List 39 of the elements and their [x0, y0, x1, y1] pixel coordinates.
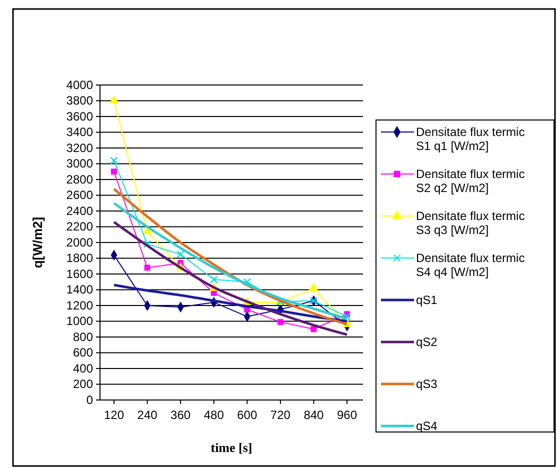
- y-tick-label: 1000: [66, 314, 94, 328]
- legend-label: qS4: [416, 419, 438, 433]
- y-tick-label: 0: [86, 392, 94, 407]
- y-tick-label: 4000: [66, 78, 94, 92]
- x-tick-label: 720: [270, 408, 291, 422]
- x-tick-label: 840: [304, 408, 324, 422]
- x-tick-label: 480: [204, 408, 224, 422]
- y-tick-label: 2000: [66, 235, 94, 250]
- y-tick-label: 400: [72, 361, 94, 376]
- y-tick-label: 2400: [66, 204, 94, 218]
- y-tick-label: 800: [72, 330, 94, 344]
- y-tick-label: 2800: [66, 172, 94, 186]
- y-tick-label: 2200: [66, 220, 94, 234]
- legend-label: Densitate flux termic S3 q3 [W/m2]: [416, 209, 525, 237]
- x-tick-label: 600: [237, 408, 258, 422]
- y-tick-label: 1800: [66, 251, 94, 266]
- legend-label: qS1: [416, 293, 438, 307]
- legend-label: qS3: [416, 377, 438, 391]
- x-tick-label: 360: [170, 408, 191, 422]
- y-tick-label: 3200: [66, 140, 94, 155]
- x-axis-title: time [s]: [210, 440, 252, 455]
- y-axis-title: q[W/m2]: [30, 216, 45, 268]
- y-tick-label: 200: [72, 377, 94, 392]
- y-tick-label: 3600: [66, 109, 94, 124]
- y-tick-label: 1600: [66, 266, 94, 281]
- y-tick-label: 3400: [66, 125, 94, 140]
- x-tick-label: 120: [104, 408, 124, 422]
- y-tick-label: 1200: [66, 298, 94, 312]
- y-tick-label: 600: [72, 346, 94, 360]
- y-tick-label: 2600: [66, 188, 94, 202]
- legend-label: Densitate flux termic S4 q4 [W/m2]: [416, 251, 525, 279]
- legend-label: qS2: [416, 335, 438, 349]
- legend-label: Densitate flux termic S2 q2 [W/m2]: [416, 167, 525, 195]
- y-tick-label: 3800: [66, 94, 94, 108]
- x-tick-label: 240: [137, 408, 158, 422]
- legend-label: Densitate flux termic S1 q1 [W/m2]: [416, 125, 525, 153]
- x-tick-label: 960: [336, 408, 358, 422]
- y-tick-label: 3000: [66, 156, 94, 171]
- y-tick-label: 1400: [66, 282, 94, 297]
